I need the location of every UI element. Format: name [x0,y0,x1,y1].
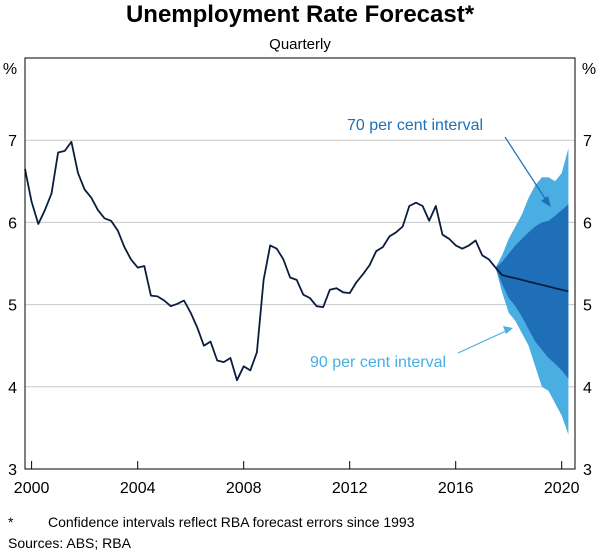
y-tick-label-left: 4 [8,380,17,397]
plot-frame [24,57,576,470]
annotation-70-interval: 70 per cent interval [347,117,483,134]
y-tick-label-right: 4 [583,380,592,397]
y-tick-label-right: 5 [583,298,592,315]
annotation-90-interval: 90 per cent interval [310,354,446,371]
annotation-90-arrow [457,330,507,354]
x-tick-label: 2004 [120,480,156,497]
chart-title: Unemployment Rate Forecast* [126,1,475,28]
series-forecast-line [494,267,569,293]
x-tick-label: 2008 [226,480,262,497]
confidence-bands [495,148,569,435]
y-tick-label-left: 6 [8,215,17,232]
x-tick-label: 2000 [14,480,50,497]
annotation-70-arrow [504,136,547,201]
y-tick-label-left: 3 [8,462,17,479]
series-lines [24,140,569,382]
y-tick-label-right: 3 [583,462,592,479]
annotation-90-arrowhead [503,326,513,334]
series-actual-line [24,140,497,382]
sources: Sources: ABS; RBA [8,535,131,551]
footnote-text: Confidence intervals reflect RBA forecas… [48,514,415,530]
y-tick-label-right: 7 [583,133,592,150]
y-tick-label-left: 7 [8,133,17,150]
y-tick-label-left: 5 [8,298,17,315]
y-tick-labels: 3 3 4 4 5 5 6 6 7 7 [8,133,592,479]
chart-subtitle: Quarterly [269,36,331,53]
x-tick-label: 2012 [332,480,368,497]
band-70-interval [495,204,569,379]
gridlines [25,139,575,388]
footnote-mark: * [8,514,14,530]
x-tick-label: 2020 [544,480,580,497]
y-axis-unit-left: % [3,61,17,78]
x-tick-label: 2016 [438,480,474,497]
y-tick-label-right: 6 [583,215,592,232]
footnote: * Confidence intervals reflect RBA foreca… [8,514,415,530]
chart: Unemployment Rate Forecast* Quarterly % … [3,1,596,497]
x-tick-labels: 2000 2004 2008 2012 2016 2020 [14,461,580,497]
y-axis-unit-right: % [582,61,596,78]
annotation-70-arrowhead [541,196,551,207]
